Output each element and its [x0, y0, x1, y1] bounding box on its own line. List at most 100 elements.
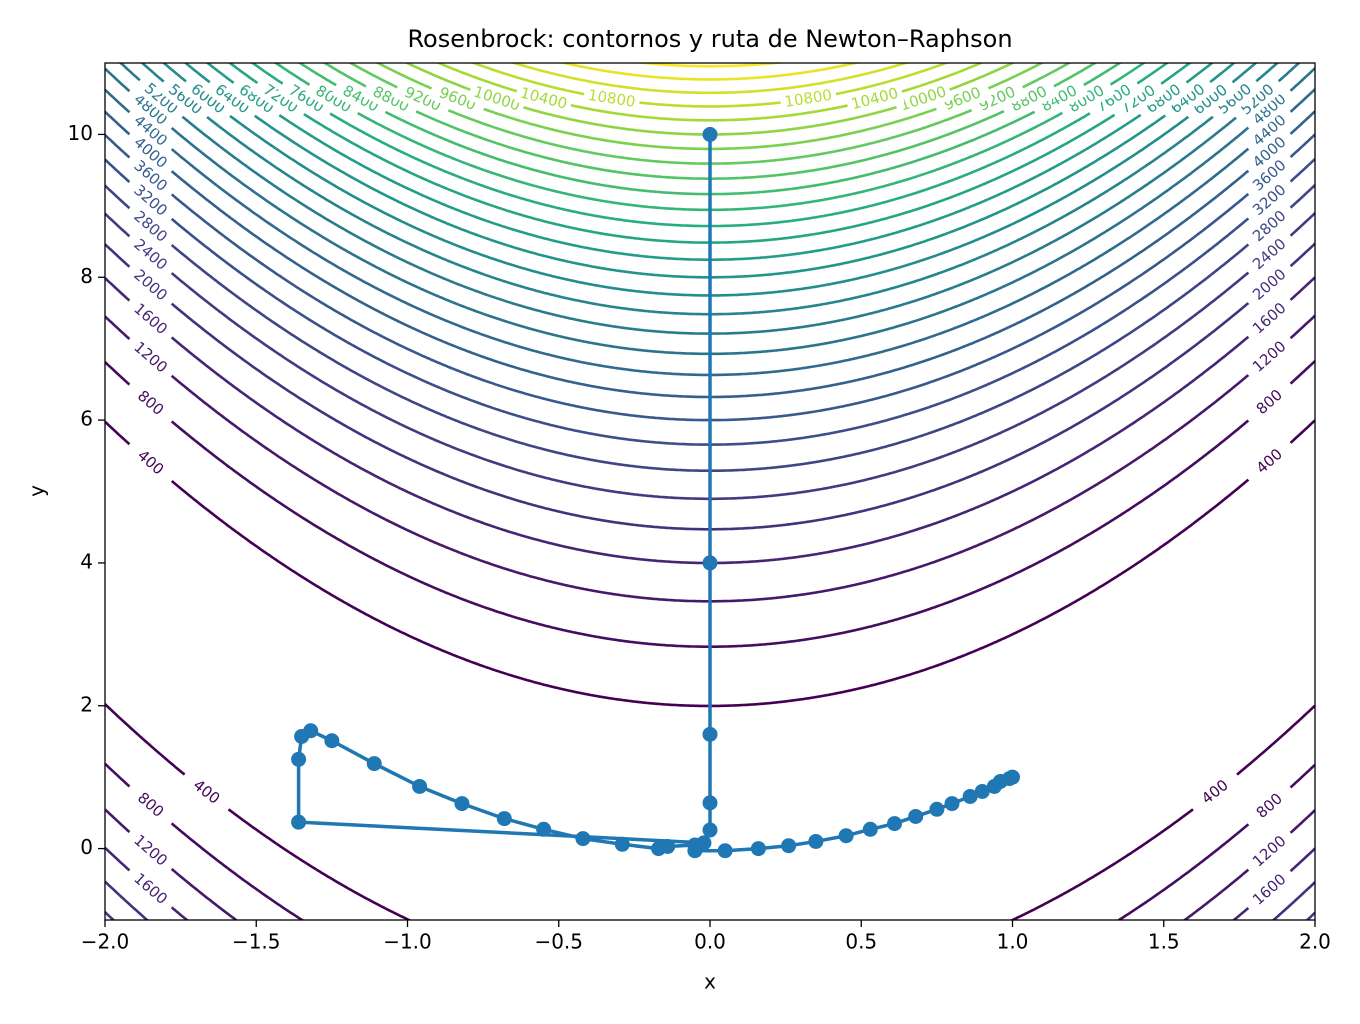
label-knockout: [1135, 74, 1193, 124]
label-knockout: [122, 200, 179, 253]
label-knockout: [514, 82, 574, 116]
contour-label: 1600: [122, 293, 179, 346]
label-knockout: [122, 259, 179, 312]
route-point: [412, 778, 428, 794]
label-knockout: [122, 436, 179, 489]
label-knockout: [1241, 258, 1298, 311]
contour-line: [509, 63, 910, 95]
x-tick-label: −1.0: [383, 930, 432, 954]
label-knockout: [304, 76, 363, 123]
x-tick-label: −0.5: [534, 930, 583, 954]
label-knockout: [122, 104, 179, 157]
label-knockout: [122, 863, 179, 916]
label-knockout: [1241, 149, 1298, 202]
label-knockout: [122, 331, 179, 384]
label-knockout: [1241, 435, 1298, 488]
route-layer: [291, 126, 1020, 859]
label-knockout: [1241, 174, 1298, 227]
label-knockout: [1241, 376, 1298, 429]
route-point: [614, 836, 630, 852]
route-point: [908, 808, 924, 824]
label-knockout: [122, 83, 179, 136]
label-knockout: [1182, 74, 1239, 125]
y-tick-label: 4: [80, 549, 93, 573]
route-point: [702, 822, 718, 838]
label-knockout: [1109, 75, 1167, 124]
route-point: [291, 814, 307, 830]
route-point: [702, 126, 718, 142]
route-point: [536, 821, 552, 837]
label-knockout: [845, 82, 905, 116]
label-knockout: [1084, 75, 1143, 123]
label-knockout: [122, 824, 179, 877]
y-tick-label: 8: [80, 264, 93, 288]
label-knockout: [1241, 228, 1298, 281]
contour-line: [105, 703, 1315, 920]
x-tick-label: −1.5: [232, 930, 281, 954]
label-knockout: [157, 74, 214, 125]
label-knockout: [1241, 83, 1298, 136]
label-knockout: [1206, 73, 1263, 125]
label-knockout: [1241, 126, 1298, 179]
label-knockout: [122, 293, 179, 346]
contour-label: 1200: [122, 824, 179, 877]
y-tick-label: 2: [80, 692, 93, 716]
route-point: [944, 796, 960, 812]
route-point: [974, 783, 990, 799]
label-knockout: [227, 74, 285, 124]
route-point: [702, 726, 718, 742]
label-knockout: [122, 174, 179, 227]
route-point: [496, 811, 512, 827]
label-knockout: [133, 72, 189, 125]
route-point: [291, 751, 307, 767]
label-knockout: [1241, 825, 1298, 878]
route-point: [687, 843, 703, 859]
route-point: [862, 821, 878, 837]
contour-line: [559, 63, 861, 81]
route-point: [838, 828, 854, 844]
x-tick-label: 1.0: [997, 930, 1029, 954]
y-tick-label: 10: [68, 121, 93, 145]
route-point: [660, 838, 676, 854]
label-knockout: [582, 84, 641, 113]
label-knockout: [1241, 330, 1298, 383]
route-point: [324, 733, 340, 749]
label-knockout: [427, 79, 488, 119]
label-knockout: [122, 779, 179, 832]
x-tick-label: 0.5: [845, 930, 877, 954]
label-knockout: [1241, 780, 1298, 833]
route-point: [303, 723, 319, 739]
route-point: [366, 756, 382, 772]
route-point: [702, 795, 718, 811]
label-knockout: [467, 80, 527, 118]
label-knockout: [392, 78, 453, 120]
y-axis-label: y: [25, 485, 49, 497]
label-knockout: [203, 74, 261, 124]
route-point: [808, 833, 824, 849]
contour-line: [632, 63, 787, 68]
label-knockout: [1229, 73, 1286, 126]
route-point: [702, 555, 718, 571]
label-knockout: [893, 80, 953, 118]
label-knockout: [361, 77, 421, 121]
label-knockout: [179, 73, 237, 125]
contour-line: [435, 63, 985, 122]
label-knockout: [122, 150, 179, 203]
x-tick-label: 0.0: [694, 930, 726, 954]
label-knockout: [999, 77, 1059, 121]
label-knockout: [1187, 766, 1244, 818]
route-point: [887, 816, 903, 832]
route-point: [575, 831, 591, 847]
route-point: [750, 841, 766, 857]
label-knockout: [122, 127, 179, 179]
chart-title: Rosenbrock: contornos y ruta de Newton–R…: [407, 25, 1012, 53]
label-knockout: [251, 74, 310, 123]
contour-line: [470, 63, 950, 108]
route-point: [454, 796, 470, 812]
label-knockout: [1057, 76, 1116, 122]
axes: −2.0 −1.5 −1.0 −0.5 0.0 0.5 1.0 1.5 2.0 0 2 4 6 8 10: [68, 62, 1331, 954]
route-point: [717, 843, 733, 859]
label-knockout: [331, 76, 390, 122]
